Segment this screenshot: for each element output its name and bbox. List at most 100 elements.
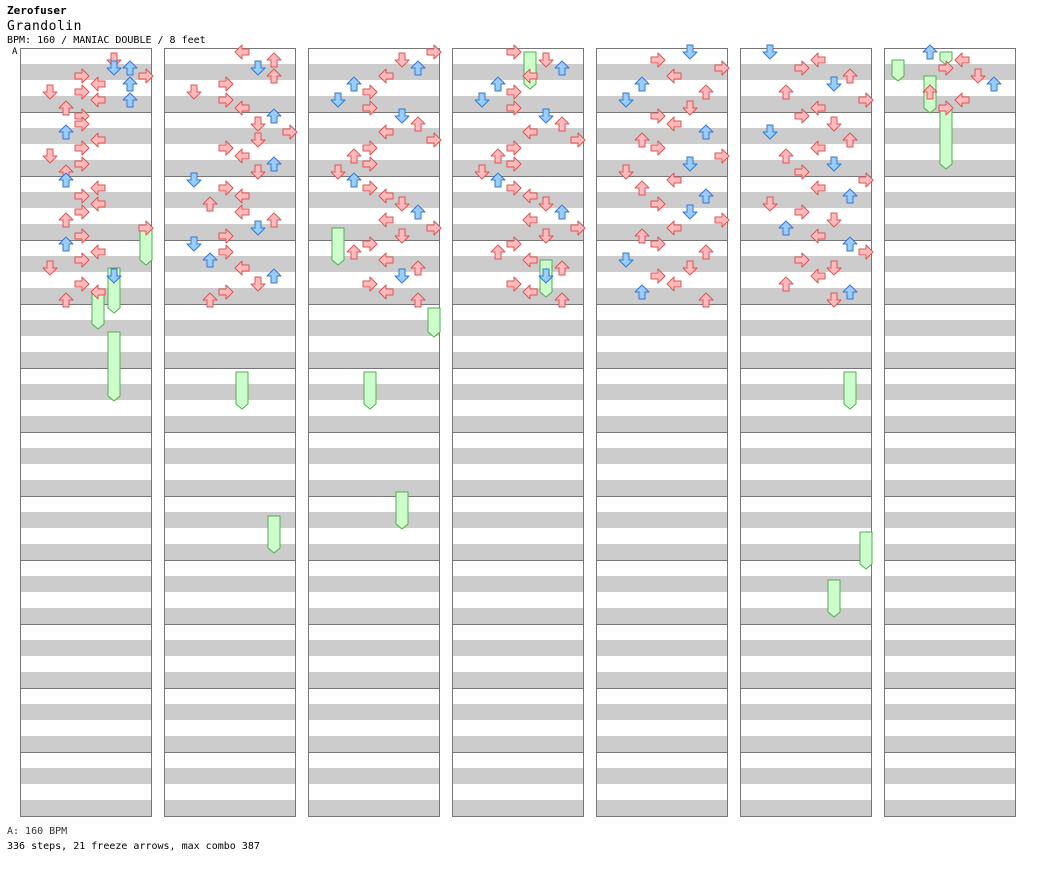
- beat-stripe: [597, 352, 728, 368]
- beat-stripe: [453, 480, 584, 496]
- freeze-body: [827, 579, 841, 618]
- beat-stripe: [741, 800, 872, 816]
- freeze-body: [859, 531, 873, 570]
- step-arrow: [554, 60, 570, 76]
- chart-column: [164, 48, 296, 817]
- chart-column: [740, 48, 872, 817]
- step-arrow: [266, 68, 282, 84]
- step-arrows: [42, 44, 1002, 308]
- beat-stripe: [165, 640, 296, 656]
- beat-stripe: [741, 64, 872, 80]
- step-arrow: [778, 220, 794, 236]
- beat-stripe: [885, 480, 1016, 496]
- beat-stripe: [453, 576, 584, 592]
- beat-stripe: [597, 64, 728, 80]
- step-arrow: [410, 60, 426, 76]
- step-arrow: [202, 196, 218, 212]
- beat-stripe: [165, 736, 296, 752]
- step-arrow: [618, 252, 634, 268]
- step-arrow: [522, 212, 538, 228]
- beat-stripe: [453, 384, 584, 400]
- step-arrow: [650, 108, 666, 124]
- beat-stripe: [21, 480, 152, 496]
- step-arrow: [250, 132, 266, 148]
- step-arrow: [474, 164, 490, 180]
- step-arrow: [186, 236, 202, 252]
- step-arrow: [394, 52, 410, 68]
- freeze-body: [363, 371, 377, 410]
- beat-stripe: [21, 288, 152, 304]
- beat-stripe: [309, 768, 440, 784]
- beat-stripe: [21, 96, 152, 112]
- step-arrow: [794, 108, 810, 124]
- step-arrow: [218, 76, 234, 92]
- step-arrow: [698, 84, 714, 100]
- step-arrow: [218, 284, 234, 300]
- step-arrow: [266, 108, 282, 124]
- beat-stripe: [21, 768, 152, 784]
- step-arrow: [58, 100, 74, 116]
- step-arrow: [506, 236, 522, 252]
- freeze-body: [107, 331, 121, 402]
- step-arrow: [650, 196, 666, 212]
- step-arrow: [186, 84, 202, 100]
- step-arrow: [90, 132, 106, 148]
- step-arrow: [218, 180, 234, 196]
- step-arrow: [842, 68, 858, 84]
- beat-stripe: [165, 384, 296, 400]
- step-arrow: [362, 84, 378, 100]
- step-arrow: [202, 252, 218, 268]
- beat-stripe: [453, 736, 584, 752]
- step-arrow: [506, 44, 522, 60]
- beat-stripe: [453, 448, 584, 464]
- beat-stripe: [597, 448, 728, 464]
- step-arrow: [506, 140, 522, 156]
- step-arrow: [714, 60, 730, 76]
- column-border: [884, 48, 1016, 817]
- beat-stripe: [309, 288, 440, 304]
- step-arrow: [810, 268, 826, 284]
- step-arrow: [954, 92, 970, 108]
- beat-stripe: [597, 768, 728, 784]
- step-arrow: [794, 164, 810, 180]
- step-arrow: [538, 52, 554, 68]
- step-arrow: [42, 148, 58, 164]
- step-arrow: [90, 180, 106, 196]
- step-arrow: [362, 140, 378, 156]
- step-arrow: [250, 276, 266, 292]
- beat-stripe: [597, 608, 728, 624]
- step-arrow: [842, 236, 858, 252]
- beat-stripe: [885, 416, 1016, 432]
- beat-stripe: [597, 384, 728, 400]
- beat-stripe: [21, 448, 152, 464]
- step-arrow: [826, 116, 842, 132]
- beat-stripe: [741, 704, 872, 720]
- step-arrow: [522, 188, 538, 204]
- beat-stripe: [165, 256, 296, 272]
- freeze-arrow: [427, 307, 441, 338]
- beat-stripe: [885, 800, 1016, 816]
- beat-stripe: [597, 416, 728, 432]
- beat-stripe: [453, 544, 584, 560]
- beat-stripe: [309, 128, 440, 144]
- step-arrow: [634, 228, 650, 244]
- step-arrow: [378, 212, 394, 228]
- step-arrow: [58, 292, 74, 308]
- beat-stripe: [309, 704, 440, 720]
- step-arrow: [554, 204, 570, 220]
- step-arrow: [330, 92, 346, 108]
- step-arrow: [474, 92, 490, 108]
- step-arrow: [394, 108, 410, 124]
- step-arrow: [858, 172, 874, 188]
- beat-stripe: [741, 512, 872, 528]
- step-arrow: [250, 60, 266, 76]
- beat-stripe: [309, 480, 440, 496]
- step-arrow: [762, 124, 778, 140]
- freeze-body: [939, 51, 953, 66]
- step-arrow: [250, 220, 266, 236]
- beat-stripe: [453, 640, 584, 656]
- beat-stripe: [165, 288, 296, 304]
- footer-stats: 336 steps, 21 freeze arrows, max combo 3…: [7, 841, 260, 852]
- step-arrow: [266, 156, 282, 172]
- column-border: [740, 48, 872, 817]
